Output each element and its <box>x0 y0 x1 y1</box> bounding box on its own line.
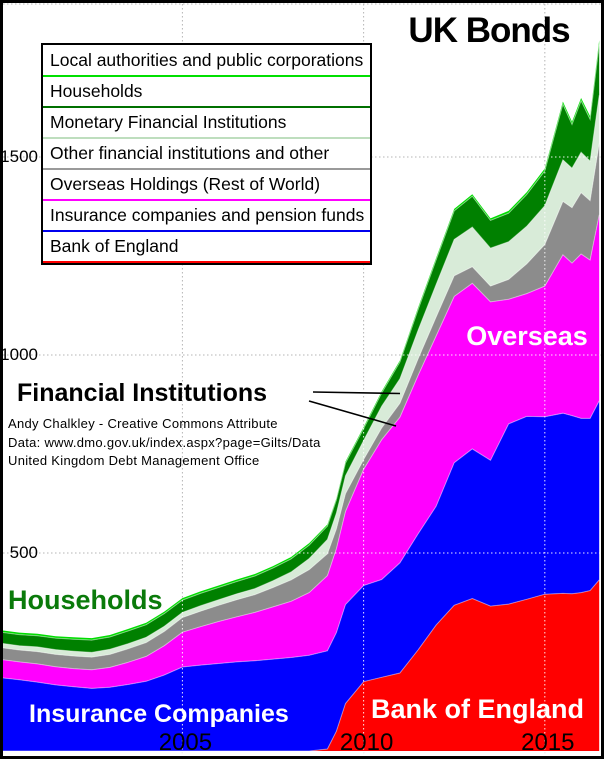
x-axis-label-2005: 2005 <box>158 729 213 756</box>
series-area-insurance-companies-and-pension-funds <box>1 400 600 751</box>
band-seam-5 <box>1 44 600 641</box>
series-area-overseas-holdings-rest-of-world <box>1 214 600 689</box>
credit-author: Andy Chalkley - Creative Commons Attribu… <box>8 416 278 431</box>
band-seam-3 <box>1 143 600 658</box>
band-seam-0 <box>1 579 600 752</box>
legend-item-monetary-financial-institutions: Monetary Financial Institutions <box>43 108 370 139</box>
legend-item-households: Households <box>43 77 370 108</box>
bank-of-england-area-label: Bank of England <box>371 694 585 724</box>
band-seam-2 <box>1 214 600 671</box>
band-seam-1 <box>1 400 600 689</box>
x-axis-label-2015: 2015 <box>521 729 575 756</box>
legend-item-bank-of-england: Bank of England <box>43 232 370 263</box>
insurance-companies-area-label: Insurance Companies <box>29 700 289 728</box>
y-axis-label-500: 500 <box>9 543 38 562</box>
financial-institutions-annotation-label: Financial Institutions <box>17 379 268 407</box>
y-axis-label-1500: 1500 <box>0 147 38 166</box>
credit-data-source: Data: www.dmo.gov.uk/index.aspx?page=Gil… <box>8 434 321 450</box>
legend-item-other-financial-institutions-and-other: Other financial institutions and other <box>43 139 370 170</box>
households-area-label: Households <box>8 585 163 615</box>
y-axis-label-1000: 1000 <box>0 345 38 364</box>
legend-box: Local authorities and public corporation… <box>41 43 372 265</box>
financial-institutions-pointer-line-other <box>308 400 397 427</box>
legend-item-insurance-companies-and-pension-funds: Insurance companies and pension funds <box>43 201 370 232</box>
legend-item-overseas-holdings-rest-of-world: Overseas Holdings (Rest of World) <box>43 170 370 201</box>
chart-title: UK Bonds <box>408 11 570 50</box>
series-area-bank-of-england <box>1 579 600 751</box>
band-seam-4 <box>1 95 600 653</box>
x-axis-label-2010: 2010 <box>339 729 394 756</box>
credit-organisation: United Kingdom Debt Management Office <box>8 453 260 468</box>
financial-institutions-pointer-line-mfi <box>312 391 401 395</box>
overseas-area-label: Overseas <box>466 321 588 351</box>
credits-block: Andy Chalkley - Creative Commons Attribu… <box>8 415 321 471</box>
legend-item-local-authorities-and-public-corporations: Local authorities and public corporation… <box>43 46 370 77</box>
